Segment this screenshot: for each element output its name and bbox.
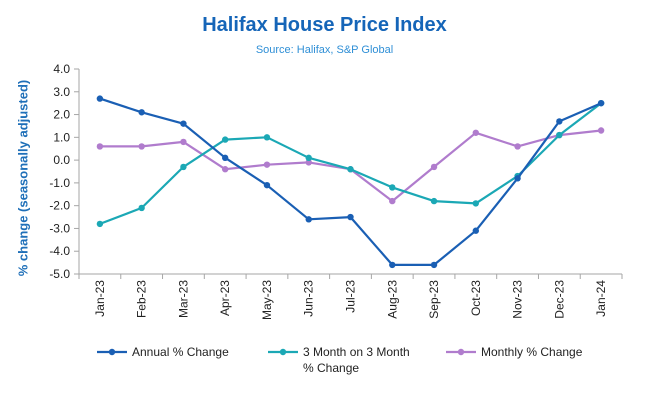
- series-1-point: [138, 204, 145, 212]
- x-tick-label: Jun-23: [302, 280, 316, 317]
- series-2-point: [263, 161, 271, 168]
- x-tick-label: Mar-23: [176, 280, 190, 318]
- series-1-point: [96, 220, 104, 228]
- legend-label: % Change: [303, 361, 359, 375]
- x-tick-label: Aug-23: [385, 280, 399, 319]
- x-tick-label: Jan-24: [594, 280, 608, 317]
- series-0-point: [347, 213, 354, 221]
- series-2-point: [138, 143, 145, 150]
- series-0-point: [138, 109, 145, 116]
- chart-subtitle: Source: Halifax, S&P Global: [255, 44, 394, 56]
- series-0-point: [597, 99, 605, 107]
- series-1-point: [180, 163, 187, 171]
- series-0-point: [305, 216, 312, 223]
- series-2-point: [514, 143, 521, 150]
- series-1-point: [221, 136, 229, 143]
- y-tick-label: 2.0: [53, 108, 70, 122]
- series-0-point: [389, 261, 396, 269]
- y-tick-label: 1.0: [53, 130, 70, 144]
- x-tick-label: Sep-23: [427, 280, 441, 319]
- y-tick-label: 3.0: [53, 85, 70, 99]
- series-0-point: [96, 95, 104, 102]
- series-0-point: [221, 154, 229, 162]
- series-1-point: [347, 166, 354, 173]
- x-tick-label: Feb-23: [135, 280, 149, 318]
- series-2-point: [221, 166, 229, 173]
- series-1-point: [430, 197, 438, 205]
- series-2-point: [597, 127, 605, 134]
- legend-swatch-marker: [108, 348, 116, 356]
- y-tick-label: -1.0: [49, 176, 70, 190]
- legend-swatch-marker: [279, 348, 287, 356]
- x-tick-label: Jul-23: [344, 280, 358, 313]
- series-1-point: [305, 154, 312, 162]
- series-0-point: [514, 175, 521, 182]
- series-0-point: [430, 261, 438, 269]
- legend-swatch-marker: [457, 348, 465, 356]
- legend-label: Annual % Change: [132, 345, 229, 359]
- x-tick-label: Jan-23: [93, 280, 107, 317]
- series-1-point: [556, 131, 563, 139]
- legend-label: 3 Month on 3 Month: [303, 345, 410, 359]
- x-tick-label: Apr-23: [218, 280, 232, 316]
- x-tick-label: Oct-23: [469, 280, 483, 316]
- series-1-point: [263, 134, 271, 141]
- x-tick-label: May-23: [260, 280, 274, 320]
- y-tick-label: -5.0: [49, 267, 70, 281]
- y-tick-label: -2.0: [49, 199, 70, 213]
- series-2-point: [389, 197, 396, 205]
- series-0-point: [180, 120, 187, 127]
- series-0-point: [472, 227, 480, 234]
- series-0-point: [263, 181, 271, 189]
- y-tick-label: -4.0: [49, 244, 70, 258]
- x-tick-label: Nov-23: [511, 280, 525, 319]
- y-tick-label: 4.0: [53, 62, 70, 76]
- series-0-point: [556, 118, 563, 125]
- legend-label: Monthly % Change: [481, 345, 583, 359]
- series-2-point: [305, 159, 312, 166]
- series-2-point: [472, 129, 480, 136]
- series-1-point: [472, 200, 480, 207]
- chart-title: Halifax House Price Index: [202, 14, 447, 36]
- x-tick-label: Dec-23: [552, 280, 566, 319]
- series-2-point: [180, 138, 187, 146]
- series-2-point: [430, 163, 438, 171]
- series-1-point: [389, 184, 396, 191]
- y-tick-label: 0.0: [53, 153, 70, 167]
- series-line-0: [99, 97, 602, 266]
- y-tick-label: -3.0: [49, 221, 70, 235]
- series-2-point: [96, 143, 104, 150]
